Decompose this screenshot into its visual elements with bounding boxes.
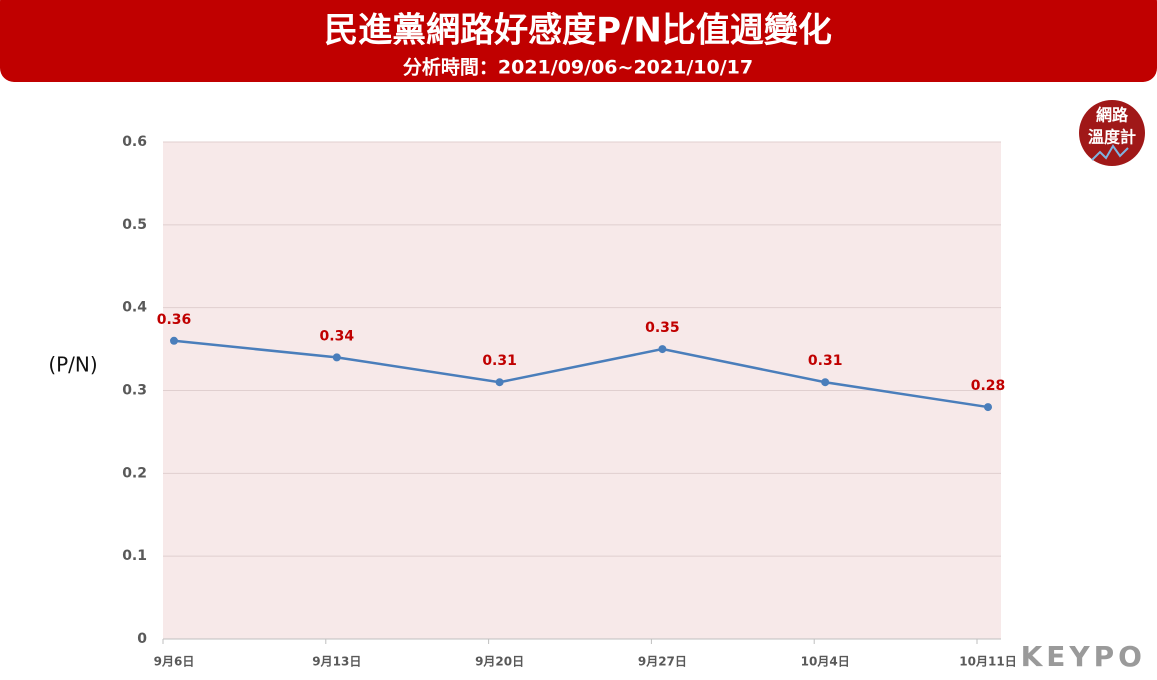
data-point [821,378,830,387]
y-axis-label: (P/N) [48,353,97,377]
y-tick-label: 0.4 [122,300,147,316]
brand-logo: KEYPO [1021,640,1146,673]
y-tick-label: 0.3 [122,383,147,399]
data-label: 0.34 [320,328,355,344]
y-tick-label: 0.5 [122,217,147,233]
data-point [170,336,178,345]
data-label: 0.31 [808,353,843,369]
logo-badge [1079,100,1145,166]
x-tick-label: 9月13日 [312,655,361,669]
data-label: 0.28 [971,378,1006,394]
y-tick-label: 0 [137,631,147,647]
x-tick-label: 10月11日 [959,655,1016,669]
x-tick-label: 9月20日 [475,655,524,669]
x-tick-label: 9月6日 [154,655,195,669]
x-tick-label: 10月4日 [801,655,850,669]
y-tick-label: 0.1 [122,548,147,564]
y-tick-label: 0.6 [122,134,147,150]
data-point [332,353,341,362]
chart-subtitle: 分析時間：2021/09/06~2021/10/17 [403,56,753,79]
data-label: 0.36 [157,312,192,328]
logo-text: 網路 [1096,106,1129,125]
logo-icon [1091,144,1129,161]
data-label: 0.31 [482,353,517,369]
data-point [658,345,667,354]
line-series [173,339,989,409]
chart-title: 民進黨網路好感度P/N比值週變化 [324,11,832,51]
header-bar [0,0,1157,82]
y-tick-label: 0.2 [122,465,147,481]
data-label: 0.35 [645,320,680,336]
data-point [984,403,992,412]
logo-text: 溫度計 [1088,128,1136,147]
x-tick-label: 9月27日 [638,655,687,669]
data-point [495,378,504,387]
